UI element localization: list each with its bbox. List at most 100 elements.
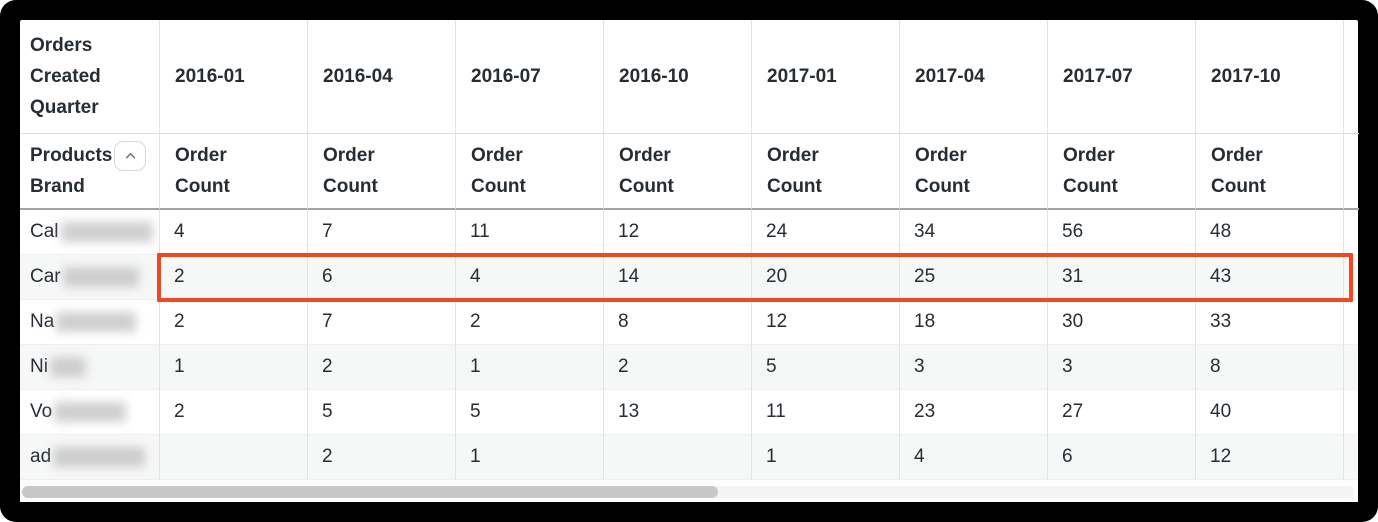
column-header-label: 2017-04	[915, 66, 985, 87]
value-cell[interactable]: 24	[752, 210, 900, 255]
value-cell-label: 5	[766, 356, 777, 377]
value-cell[interactable]: 20	[752, 255, 900, 300]
measure-header-label: Order Count	[1211, 145, 1266, 197]
horizontal-scrollbar[interactable]	[20, 480, 1358, 502]
value-cell[interactable]: 8	[604, 300, 752, 345]
value-cell-label: 31	[1062, 266, 1084, 287]
measure-header-label: Order Count	[175, 145, 230, 197]
measure-header[interactable]: Order Count	[160, 134, 308, 210]
column-header[interactable]: 2016-10	[604, 20, 752, 134]
column-header-label: 2016-01	[175, 66, 245, 87]
measure-header[interactable]: Order Count	[752, 134, 900, 210]
value-cell[interactable]: 33	[1196, 300, 1344, 345]
clipped-value-cell	[1344, 300, 1358, 345]
row-header-brand[interactable]: Car	[20, 255, 160, 300]
value-cell[interactable]: 2	[160, 390, 308, 435]
row-header-brand[interactable]: Vo	[20, 390, 160, 435]
value-cell[interactable]: 43	[1196, 255, 1344, 300]
value-cell[interactable]: 11	[456, 210, 604, 255]
value-cell[interactable]: 7	[308, 300, 456, 345]
value-cell[interactable]: 3	[900, 345, 1048, 390]
column-header[interactable]: 2017-10	[1196, 20, 1344, 134]
value-cell[interactable]	[604, 435, 752, 480]
value-cell[interactable]: 40	[1196, 390, 1344, 435]
value-cell[interactable]: 6	[308, 255, 456, 300]
value-cell[interactable]: 2	[308, 435, 456, 480]
collapse-column-button[interactable]	[114, 140, 147, 171]
scrollbar-thumb[interactable]	[22, 486, 718, 498]
value-cell[interactable]: 8	[1196, 345, 1344, 390]
measure-header-label: Order Count	[767, 145, 822, 197]
measure-header-label: Order Count	[1063, 145, 1118, 197]
value-cell-label: 23	[914, 401, 936, 422]
value-cell[interactable]: 34	[900, 210, 1048, 255]
row-header-brand[interactable]: Na	[20, 300, 160, 345]
value-cell[interactable]: 7	[308, 210, 456, 255]
value-cell[interactable]: 3	[1048, 345, 1196, 390]
value-cell[interactable]: 56	[1048, 210, 1196, 255]
value-cell[interactable]: 31	[1048, 255, 1196, 300]
value-cell[interactable]: 6	[1048, 435, 1196, 480]
value-cell[interactable]: 30	[1048, 300, 1196, 345]
value-cell[interactable]: 1	[752, 435, 900, 480]
value-cell[interactable]: 23	[900, 390, 1048, 435]
row-header-brand[interactable]: Ni	[20, 345, 160, 390]
value-cell[interactable]: 5	[308, 390, 456, 435]
measure-header[interactable]: Order Count	[1048, 134, 1196, 210]
measure-header[interactable]: Order Count	[308, 134, 456, 210]
value-cell[interactable]: 5	[456, 390, 604, 435]
value-cell[interactable]: 12	[604, 210, 752, 255]
value-cell-label: 2	[470, 311, 481, 332]
value-cell[interactable]: 1	[456, 435, 604, 480]
value-cell[interactable]: 2	[160, 255, 308, 300]
value-cell[interactable]: 48	[1196, 210, 1344, 255]
value-cell-label: 48	[1210, 221, 1232, 242]
value-cell-label: 2	[322, 446, 333, 467]
value-cell[interactable]: 18	[900, 300, 1048, 345]
value-cell[interactable]: 27	[1048, 390, 1196, 435]
value-cell[interactable]: 11	[752, 390, 900, 435]
column-header[interactable]: 2016-07	[456, 20, 604, 134]
column-header-label: 2017-10	[1211, 66, 1281, 87]
column-header[interactable]: 2016-01	[160, 20, 308, 134]
value-cell[interactable]: 4	[160, 210, 308, 255]
value-cell-label: 2	[322, 356, 333, 377]
measure-header[interactable]: Order Count	[456, 134, 604, 210]
measure-header-label: Order Count	[323, 145, 378, 197]
value-cell[interactable]: 12	[1196, 435, 1344, 480]
value-cell-label: 34	[914, 221, 936, 242]
column-header[interactable]: 2017-04	[900, 20, 1048, 134]
row-header-brand[interactable]: ad	[20, 435, 160, 480]
value-cell[interactable]: 5	[752, 345, 900, 390]
column-header-label: 2017-01	[767, 66, 837, 87]
value-cell[interactable]	[160, 435, 308, 480]
value-cell-label: 7	[322, 311, 333, 332]
value-cell[interactable]: 25	[900, 255, 1048, 300]
value-cell[interactable]: 4	[456, 255, 604, 300]
column-dimension-header[interactable]: Orders Created Quarter	[20, 20, 160, 134]
row-header-brand[interactable]: Cal	[20, 210, 160, 255]
value-cell-label: 5	[322, 401, 333, 422]
value-cell-label: 3	[914, 356, 925, 377]
row-dimension-header[interactable]: Products Brand	[20, 134, 160, 210]
column-header[interactable]: 2017-01	[752, 20, 900, 134]
value-cell[interactable]: 13	[604, 390, 752, 435]
redacted-brand-name	[49, 357, 86, 377]
column-header[interactable]: 2017-07	[1048, 20, 1196, 134]
value-cell[interactable]: 2	[160, 300, 308, 345]
value-cell-label: 25	[914, 266, 936, 287]
value-cell[interactable]: 4	[900, 435, 1048, 480]
value-cell[interactable]: 12	[752, 300, 900, 345]
measure-header[interactable]: Order Count	[604, 134, 752, 210]
value-cell[interactable]: 2	[604, 345, 752, 390]
column-header[interactable]: 2016-04	[308, 20, 456, 134]
measure-header[interactable]: Order Count	[1196, 134, 1344, 210]
chevron-up-icon	[123, 149, 138, 163]
value-cell[interactable]: 2	[308, 345, 456, 390]
measure-header[interactable]: Order Count	[900, 134, 1048, 210]
value-cell[interactable]: 14	[604, 255, 752, 300]
value-cell[interactable]: 2	[456, 300, 604, 345]
value-cell[interactable]: 1	[160, 345, 308, 390]
redacted-brand-name	[62, 267, 139, 287]
value-cell[interactable]: 1	[456, 345, 604, 390]
